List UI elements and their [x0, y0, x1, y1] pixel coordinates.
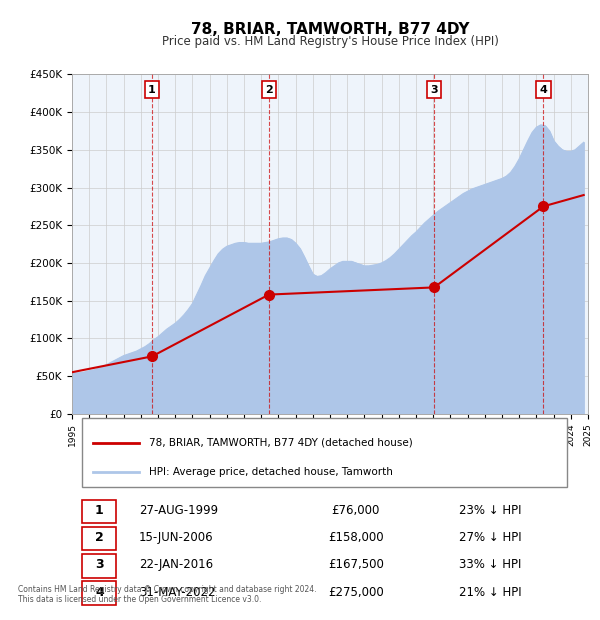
FancyBboxPatch shape [82, 500, 116, 523]
FancyBboxPatch shape [82, 527, 116, 551]
Text: 15-JUN-2006: 15-JUN-2006 [139, 531, 214, 544]
Text: 78, BRIAR, TAMWORTH, B77 4DY (detached house): 78, BRIAR, TAMWORTH, B77 4DY (detached h… [149, 438, 413, 448]
Text: £76,000: £76,000 [332, 504, 380, 517]
Text: 31-MAY-2022: 31-MAY-2022 [139, 585, 215, 598]
Text: 3: 3 [95, 559, 104, 572]
Text: 27-AUG-1999: 27-AUG-1999 [139, 504, 218, 517]
Text: £275,000: £275,000 [328, 585, 383, 598]
Text: 22-JAN-2016: 22-JAN-2016 [139, 559, 213, 572]
Text: 4: 4 [539, 84, 547, 95]
Text: 2: 2 [265, 84, 273, 95]
Text: 27% ↓ HPI: 27% ↓ HPI [459, 531, 521, 544]
Text: 33% ↓ HPI: 33% ↓ HPI [459, 559, 521, 572]
FancyBboxPatch shape [82, 582, 116, 604]
FancyBboxPatch shape [82, 418, 568, 487]
Text: Price paid vs. HM Land Registry's House Price Index (HPI): Price paid vs. HM Land Registry's House … [161, 35, 499, 48]
Text: 2: 2 [95, 531, 104, 544]
Text: HPI: Average price, detached house, Tamworth: HPI: Average price, detached house, Tamw… [149, 467, 393, 477]
Text: 1: 1 [148, 84, 156, 95]
FancyBboxPatch shape [82, 554, 116, 578]
Text: 1: 1 [95, 504, 104, 517]
Text: 4: 4 [95, 585, 104, 598]
Text: 78, BRIAR, TAMWORTH, B77 4DY: 78, BRIAR, TAMWORTH, B77 4DY [191, 22, 469, 37]
Text: £158,000: £158,000 [328, 531, 383, 544]
Text: 3: 3 [430, 84, 438, 95]
Text: 23% ↓ HPI: 23% ↓ HPI [459, 504, 521, 517]
Text: 21% ↓ HPI: 21% ↓ HPI [459, 585, 521, 598]
Text: Contains HM Land Registry data © Crown copyright and database right 2024.
This d: Contains HM Land Registry data © Crown c… [18, 585, 317, 604]
Text: £167,500: £167,500 [328, 559, 384, 572]
